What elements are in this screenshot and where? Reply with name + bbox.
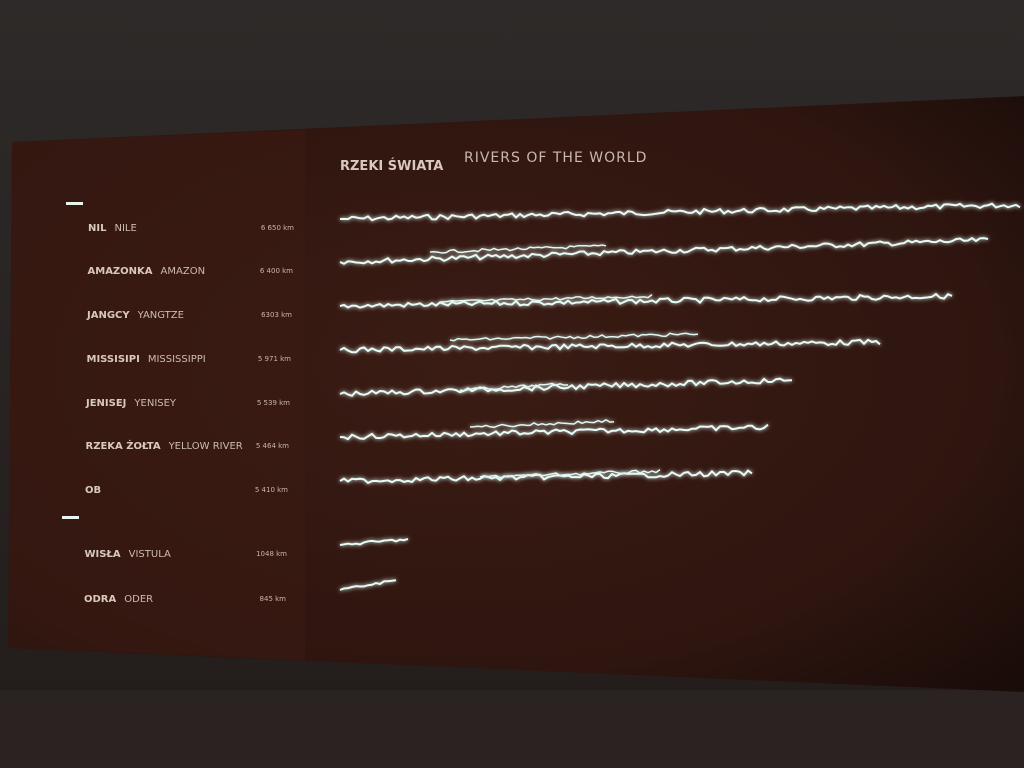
river-line: [339, 469, 753, 485]
river-length: 1048 km: [256, 550, 287, 558]
marker: [62, 516, 79, 519]
river-name-pl: MISSISIPI: [87, 354, 140, 365]
title-en: RIVERS OF THE WORLD: [464, 150, 647, 166]
river-branch: [449, 332, 699, 342]
floor-wall: [0, 690, 1024, 768]
river-line: [339, 423, 769, 441]
river-line: [339, 537, 409, 546]
river-name-en: YENISEY: [133, 398, 177, 409]
title-pl: RZEKI ŚWIATA: [340, 158, 443, 174]
river-name-en: MISSISSIPPI: [148, 354, 206, 365]
river-branch: [429, 244, 607, 254]
river-name-en: VISTULA: [129, 549, 171, 560]
river-line: [339, 579, 397, 591]
river-branch: [469, 419, 615, 429]
river-name-en: AMAZON: [161, 266, 206, 277]
river-line: [339, 377, 793, 397]
marker: [66, 202, 83, 205]
river-length: 5 539 km: [257, 399, 290, 407]
river-length: 6 400 km: [260, 267, 293, 275]
river-branch: [459, 382, 569, 392]
river-length: 5 410 km: [255, 486, 288, 494]
river-branch: [439, 294, 653, 303]
river-name-pl: JENISEJ: [85, 398, 126, 409]
left-panel: [8, 130, 305, 660]
river-name-en: ODER: [124, 594, 153, 605]
river-name-pl: NIL: [88, 223, 107, 234]
river-name-pl: OB: [85, 485, 101, 496]
river-name-en: YELLOW RIVER: [168, 441, 243, 452]
river-name-pl: AMAZONKA: [88, 266, 153, 277]
river-length: 845 km: [260, 595, 287, 603]
river-branch: [479, 468, 661, 479]
river-length: 5 971 km: [258, 355, 291, 363]
river-length: 6 650 km: [261, 224, 294, 232]
river-name-pl: ODRA: [84, 594, 117, 605]
river-name-pl: JANGCY: [86, 310, 130, 321]
river-length: 5 464 km: [256, 442, 289, 450]
river-line: [339, 236, 989, 265]
river-length: 6303 km: [261, 311, 292, 319]
river-line: [339, 292, 953, 309]
river-line: [339, 338, 881, 354]
river-name-pl: WISŁA: [85, 549, 121, 560]
river-name-en: NILE: [114, 223, 136, 234]
river-name-en: YANGTZE: [137, 310, 184, 321]
river-line: [339, 202, 1021, 222]
river-name-pl: RZEKA ŻOŁTA: [86, 438, 161, 452]
rivers: NIL NILE 6 650 km AMAZONKA AMAZON 6 400 km JAN…: [84, 202, 1021, 605]
